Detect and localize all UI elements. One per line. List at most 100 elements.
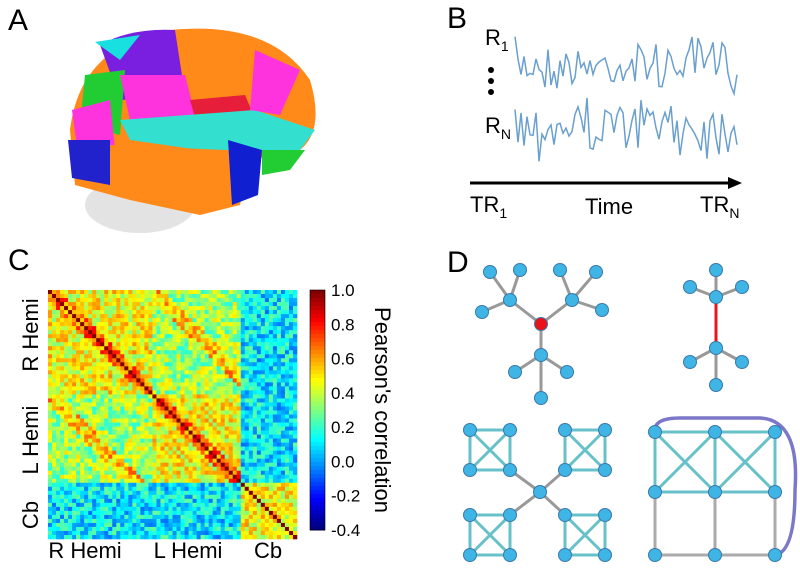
heat-cell	[132, 463, 136, 467]
heat-cell	[277, 298, 281, 302]
heat-cell	[229, 511, 233, 515]
heat-cell	[205, 378, 209, 382]
heat-cell	[257, 499, 261, 503]
node	[554, 264, 567, 277]
heat-cell	[148, 290, 152, 294]
heat-cell	[257, 503, 261, 507]
heat-cell	[96, 318, 100, 322]
heat-cell	[173, 439, 177, 443]
heat-cell	[213, 310, 217, 314]
heat-cell	[156, 519, 160, 523]
heat-cell	[237, 499, 241, 503]
heat-cell	[209, 415, 213, 419]
heat-cell	[60, 467, 64, 471]
heat-cell	[56, 479, 60, 483]
heat-cell	[289, 487, 293, 491]
colorbar-cell	[310, 518, 325, 523]
heat-cell	[144, 483, 148, 487]
heat-cell	[197, 479, 201, 483]
heat-cell	[209, 306, 213, 310]
colorbar-tick-label: 0.6	[331, 350, 355, 369]
heat-cell	[257, 467, 261, 471]
heat-cell	[48, 322, 52, 326]
heat-cell	[213, 419, 217, 423]
heat-cell	[285, 366, 289, 370]
heat-cell	[257, 290, 261, 294]
heat-cell	[209, 431, 213, 435]
heat-cell	[64, 326, 68, 330]
heat-cell	[68, 475, 72, 479]
heat-cell	[221, 334, 225, 338]
heat-cell	[177, 342, 181, 346]
heat-cell	[273, 531, 277, 535]
heat-cell	[185, 515, 189, 519]
heat-cell	[237, 298, 241, 302]
heat-cell	[173, 390, 177, 394]
heat-cell	[76, 398, 80, 402]
heat-cell	[72, 527, 76, 531]
heat-cell	[289, 523, 293, 527]
heat-cell	[164, 491, 168, 495]
heat-cell	[56, 306, 60, 310]
heat-cell	[152, 338, 156, 342]
heat-cell	[92, 358, 96, 362]
heat-cell	[156, 406, 160, 410]
heat-cell	[64, 366, 68, 370]
heat-cell	[285, 491, 289, 495]
heat-cell	[293, 495, 297, 499]
node	[476, 306, 489, 319]
heat-cell	[132, 475, 136, 479]
heat-cell	[285, 479, 289, 483]
heat-cell	[124, 378, 128, 382]
heat-cell	[156, 451, 160, 455]
heat-cell	[156, 334, 160, 338]
heat-cell	[237, 455, 241, 459]
heat-cell	[245, 451, 249, 455]
heat-cell	[164, 431, 168, 435]
heat-cell	[181, 455, 185, 459]
heat-cell	[281, 459, 285, 463]
heat-cell	[124, 491, 128, 495]
heat-cell	[261, 374, 265, 378]
heat-cell	[221, 491, 225, 495]
heat-cell	[120, 330, 124, 334]
colorbar-tick-label: 0.8	[331, 315, 355, 334]
heat-cell	[173, 382, 177, 386]
heat-cell	[100, 350, 104, 354]
heat-cell	[293, 535, 297, 539]
heat-cell	[112, 443, 116, 447]
heat-cell	[197, 475, 201, 479]
heat-cell	[72, 306, 76, 310]
heat-cell	[152, 515, 156, 519]
heat-cell	[241, 410, 245, 414]
heat-cell	[100, 354, 104, 358]
heat-cell	[181, 382, 185, 386]
heat-cell	[217, 406, 221, 410]
heat-cell	[56, 427, 60, 431]
heat-cell	[68, 515, 72, 519]
heat-cell	[237, 342, 241, 346]
heat-cell	[185, 298, 189, 302]
heat-cell	[221, 423, 225, 427]
heat-cell	[68, 463, 72, 467]
heat-cell	[173, 491, 177, 495]
heat-cell	[140, 346, 144, 350]
heat-cell	[152, 322, 156, 326]
heat-cell	[68, 531, 72, 535]
heat-cell	[225, 459, 229, 463]
heat-cell	[293, 382, 297, 386]
heat-cell	[100, 515, 104, 519]
heat-cell	[128, 459, 132, 463]
heat-cell	[132, 519, 136, 523]
heat-cell	[120, 523, 124, 527]
heat-cell	[249, 515, 253, 519]
heat-cell	[257, 451, 261, 455]
heat-cell	[140, 394, 144, 398]
heat-cell	[128, 298, 132, 302]
heat-cell	[132, 374, 136, 378]
heat-cell	[233, 306, 237, 310]
heat-cell	[245, 527, 249, 531]
heat-cell	[52, 491, 56, 495]
heat-cell	[245, 382, 249, 386]
heat-cell	[72, 471, 76, 475]
